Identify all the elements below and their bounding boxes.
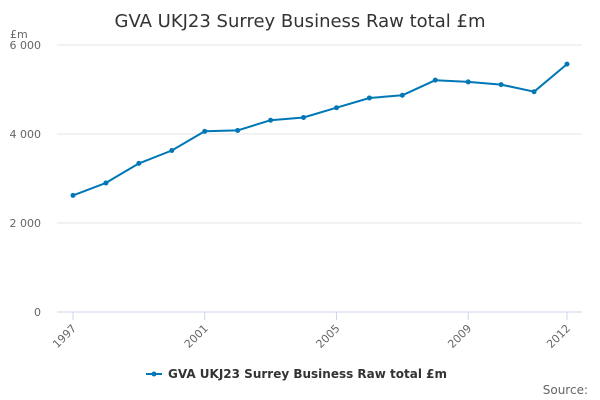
data-point[interactable] (498, 82, 504, 88)
y-tick-label: 2 000 (10, 217, 42, 230)
legend-item-label: GVA UKJ23 Surrey Business Raw total £m (168, 367, 447, 381)
data-point[interactable] (103, 180, 109, 186)
chart-title: GVA UKJ23 Surrey Business Raw total £m (115, 11, 486, 32)
y-axis-unit-label: £m (10, 28, 28, 41)
x-tick-label: 1997 (50, 322, 79, 351)
data-point[interactable] (136, 160, 142, 166)
data-point[interactable] (564, 61, 570, 67)
source-label: Source: (543, 383, 588, 397)
data-point[interactable] (70, 192, 76, 198)
data-point[interactable] (235, 127, 241, 133)
data-point[interactable] (465, 79, 471, 85)
data-point[interactable] (169, 147, 175, 153)
legend-point-marker (151, 371, 157, 377)
x-tick-label: 2001 (182, 322, 211, 351)
x-axis (57, 311, 582, 320)
x-tick-label: 2005 (314, 322, 343, 351)
data-point[interactable] (301, 115, 307, 121)
gridlines (57, 44, 582, 224)
y-axis-tick-labels: 0 2 000 4 000 6 000 (10, 39, 42, 319)
data-point[interactable] (531, 89, 537, 95)
data-point[interactable] (432, 77, 438, 83)
y-tick-label: 6 000 (10, 39, 42, 52)
y-tick-label: 4 000 (10, 128, 42, 141)
legend[interactable]: GVA UKJ23 Surrey Business Raw total £m (146, 367, 447, 381)
data-point[interactable] (366, 95, 372, 101)
x-tick-label: 2012 (544, 322, 573, 351)
series-line (72, 63, 568, 197)
data-point[interactable] (333, 105, 339, 111)
y-tick-label: 0 (34, 306, 41, 319)
data-point[interactable] (202, 128, 208, 134)
data-point[interactable] (399, 92, 405, 98)
data-point[interactable] (268, 117, 274, 123)
series-layer (70, 61, 570, 198)
x-tick-label: 2009 (445, 322, 474, 351)
x-axis-tick-labels: 1997 2001 2005 2009 2012 (50, 322, 573, 351)
